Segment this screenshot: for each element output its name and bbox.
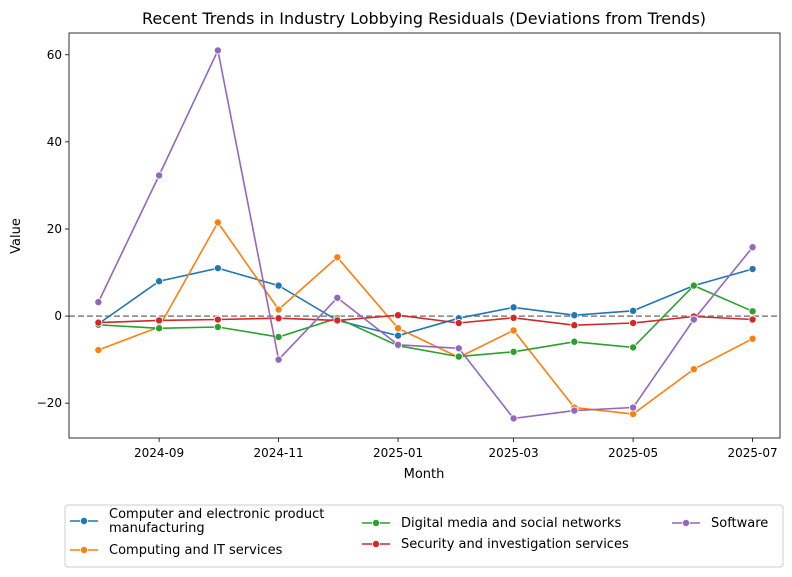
data-point: [454, 319, 463, 328]
data-point: [748, 265, 757, 274]
x-tick-label: 2024-09: [134, 446, 184, 460]
series-line-4: [97, 47, 754, 420]
x-tick-label: 2025-01: [373, 446, 423, 460]
data-point: [629, 306, 638, 315]
data-point: [509, 347, 518, 356]
y-tick-label: 40: [47, 135, 62, 149]
y-tick-label: 0: [54, 309, 62, 323]
legend-marker-1: [80, 546, 89, 555]
data-point: [748, 334, 757, 343]
data-point: [155, 171, 164, 180]
data-point: [213, 218, 222, 227]
legend-label-3: Security and investigation services: [401, 537, 629, 552]
plot-frame: [68, 32, 781, 439]
series-line-2: [98, 284, 753, 358]
x-tick-label: 2025-05: [608, 446, 658, 460]
x-tick-label: 2025-07: [728, 446, 778, 460]
legend-marker-3: [371, 540, 380, 549]
data-point: [689, 365, 698, 374]
chart-title: Recent Trends in Industry Lobbying Resid…: [142, 9, 706, 28]
legend-label-2: Digital media and social networks: [401, 516, 621, 531]
data-point: [570, 406, 579, 415]
data-point: [213, 46, 222, 55]
data-point: [333, 253, 342, 262]
legend-marker-2: [371, 519, 380, 528]
legend: Computer and electronic productmanufactu…: [64, 504, 784, 568]
legend-label-1: Computing and IT services: [109, 543, 283, 558]
data-point: [333, 316, 342, 325]
data-point: [629, 343, 638, 352]
data-point: [394, 324, 403, 333]
data-point: [155, 324, 164, 333]
data-point: [274, 332, 283, 341]
x-tick-label: 2025-03: [489, 446, 539, 460]
data-point: [509, 414, 518, 423]
legend-label-0: manufacturing: [109, 521, 205, 536]
data-point: [509, 303, 518, 312]
data-point: [274, 305, 283, 314]
data-point: [689, 281, 698, 290]
data-point: [570, 311, 579, 320]
data-point: [570, 321, 579, 330]
data-point: [454, 352, 463, 361]
data-point: [94, 346, 103, 355]
data-point: [394, 331, 403, 340]
y-axis-label: Value: [9, 218, 24, 254]
legend-frame: [64, 504, 784, 568]
x-axis-label: Month: [404, 467, 445, 482]
legend-marker-0: [80, 517, 89, 526]
data-point: [94, 318, 103, 327]
x-tick-label: 2024-11: [254, 446, 304, 460]
data-point: [213, 264, 222, 273]
data-point: [689, 315, 698, 324]
y-tick-label: 60: [47, 48, 62, 62]
data-point: [394, 311, 403, 320]
data-point: [274, 355, 283, 364]
series-line-0: [97, 267, 753, 337]
data-point: [155, 316, 164, 325]
data-point: [274, 281, 283, 290]
y-tick-label: −20: [37, 396, 62, 410]
data-point: [748, 307, 757, 316]
legend-label-4: Software: [711, 516, 768, 531]
data-point: [394, 340, 403, 349]
data-point: [509, 326, 518, 335]
data-point: [213, 322, 222, 331]
legend-label-0: Computer and electronic product: [109, 507, 324, 522]
data-point: [155, 277, 164, 286]
data-point: [748, 243, 757, 252]
data-point: [748, 315, 757, 324]
legend-marker-4: [682, 519, 691, 528]
data-point: [213, 315, 222, 324]
data-point: [629, 319, 638, 328]
series-line-3: [98, 314, 753, 327]
data-point: [454, 344, 463, 353]
series-line-1: [98, 220, 753, 415]
data-point: [274, 314, 283, 323]
data-point: [94, 298, 103, 307]
data-point: [333, 293, 342, 302]
data-point: [509, 313, 518, 322]
data-point: [629, 403, 638, 412]
y-tick-label: 20: [47, 222, 62, 236]
data-point: [629, 410, 638, 419]
data-point: [570, 337, 579, 346]
